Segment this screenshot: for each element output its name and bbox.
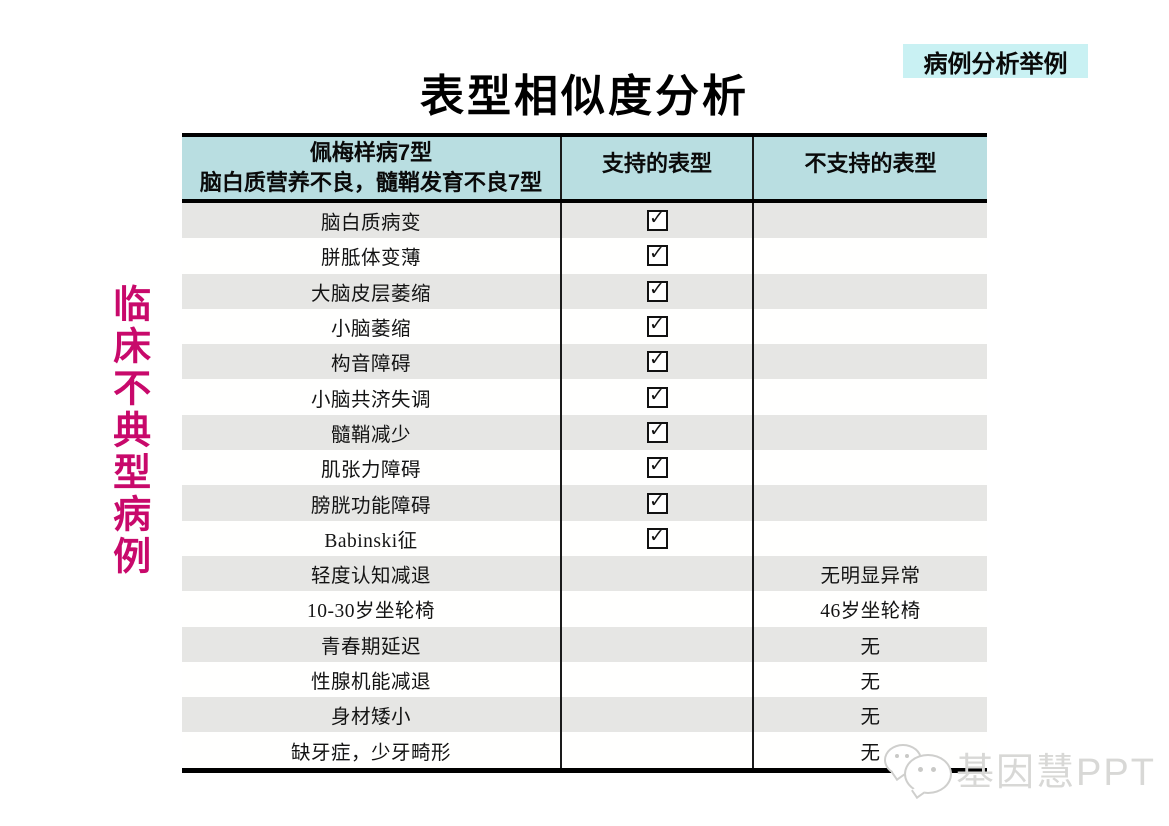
table-row: 10-30岁坐轮椅 46岁坐轮椅 — [182, 591, 987, 627]
supported-cell: ✓ — [560, 485, 752, 521]
checked-checkbox-icon: ✓ — [646, 243, 668, 267]
phenotype-cell: 身材矮小 — [330, 707, 411, 729]
phenotype-cell: 缺牙症，少牙畸形 — [290, 742, 451, 764]
unsupported-cell — [752, 450, 987, 486]
header-supported-cell: 支持的表型 — [560, 137, 752, 199]
checked-checkbox-icon: ✓ — [646, 279, 668, 302]
header-unsupported-cell: 不支持的表型 — [752, 137, 987, 199]
checked-checkbox-icon: ✓ — [646, 420, 668, 443]
phenotype-cell: 小脑萎缩 — [330, 319, 411, 341]
supported-cell: ✓ — [560, 273, 752, 309]
checked-checkbox-icon: ✓ — [646, 455, 668, 479]
checked-checkbox-icon: ✓ — [646, 314, 668, 338]
header-disease-line1: 佩梅样病7型 — [309, 140, 433, 165]
table-row: 脑白质病变 ✓ — [182, 203, 987, 239]
supported-cell — [560, 555, 752, 592]
supported-cell — [560, 697, 752, 733]
supported-cell: ✓ — [560, 308, 752, 345]
table-row: Babinski征 ✓ — [182, 520, 987, 556]
wechat-logo-icon — [878, 738, 956, 799]
supported-cell: ✓ — [560, 238, 752, 274]
table-row: 性腺机能减退 无 — [182, 661, 987, 698]
header-disease-cell: 佩梅样病7型 脑白质营养不良，髓鞘发育不良7型 — [182, 137, 560, 199]
supported-cell: ✓ — [560, 379, 752, 415]
supported-cell: ✓ — [560, 344, 752, 380]
checked-checkbox-icon: ✓ — [646, 491, 668, 514]
checked-checkbox-icon: ✓ — [646, 385, 668, 408]
table-body: 脑白质病变 ✓ 胼胝体变薄 ✓ 大脑皮层萎缩 ✓ 小脑萎缩 ✓ 构音障碍 ✓ 小脑共济失调 ✓ 髓鞘减少… — [182, 203, 987, 773]
checked-checkbox-icon: ✓ — [646, 208, 668, 232]
phenotype-cell: 大脑皮层萎缩 — [310, 283, 431, 305]
table-row: 膀胱功能障碍 ✓ — [182, 485, 987, 521]
unsupported-cell: 无 — [752, 626, 987, 662]
phenotype-cell: 胼胝体变薄 — [320, 248, 421, 270]
supported-cell: ✓ — [560, 203, 752, 239]
unsupported-cell — [752, 344, 987, 380]
supported-cell: ✓ — [560, 450, 752, 486]
unsupported-cell: 无明显异常 — [752, 555, 987, 592]
unsupported-cell: 46岁坐轮椅 — [752, 591, 987, 627]
phenotype-cell: 脑白质病变 — [320, 213, 421, 235]
table-row: 身材矮小 无 — [182, 697, 987, 733]
table-row: 小脑共济失调 ✓ — [182, 379, 987, 415]
unsupported-cell: 无 — [752, 732, 987, 768]
checked-checkbox-icon: ✓ — [646, 349, 668, 373]
phenotype-cell: Babinski征 — [324, 530, 418, 552]
table-row: 缺牙症，少牙畸形 无 — [182, 732, 987, 768]
supported-cell — [560, 591, 752, 627]
unsupported-cell: 无 — [752, 661, 987, 698]
table-row: 大脑皮层萎缩 ✓ — [182, 273, 987, 309]
table-row: 青春期延迟 无 — [182, 626, 987, 662]
supported-cell — [560, 732, 752, 768]
supported-cell — [560, 626, 752, 662]
table-row: 轻度认知减退 无明显异常 — [182, 555, 987, 592]
supported-cell — [560, 661, 752, 698]
phenotype-cell: 性腺机能减退 — [310, 672, 431, 693]
phenotype-cell: 肌张力障碍 — [320, 460, 421, 482]
page-title: 表型相似度分析 — [420, 72, 749, 121]
header-disease-line2: 脑白质营养不良，髓鞘发育不良7型 — [199, 170, 543, 195]
phenotype-cell: 构音障碍 — [330, 354, 411, 376]
table-header-row: 佩梅样病7型 脑白质营养不良，髓鞘发育不良7型 支持的表型 不支持的表型 — [182, 133, 987, 203]
corner-badge: 病例分析举例 — [903, 44, 1088, 78]
watermark-text: 基因慧PPT — [956, 751, 1156, 794]
phenotype-cell: 轻度认知减退 — [310, 566, 431, 588]
supported-cell: ✓ — [560, 520, 752, 556]
table-row: 髓鞘减少 ✓ — [182, 414, 987, 451]
unsupported-cell — [752, 203, 987, 239]
unsupported-cell — [752, 238, 987, 274]
table-row: 构音障碍 ✓ — [182, 344, 987, 380]
table-row: 肌张力障碍 ✓ — [182, 450, 987, 486]
unsupported-cell: 无 — [752, 697, 987, 733]
table-row: 胼胝体变薄 ✓ — [182, 238, 987, 274]
unsupported-cell — [752, 308, 987, 345]
phenotype-cell: 膀胱功能障碍 — [310, 495, 431, 517]
side-vertical-label: 临床不典型病例 — [106, 284, 149, 578]
unsupported-cell — [752, 273, 987, 309]
unsupported-cell — [752, 485, 987, 521]
phenotype-cell: 青春期延迟 — [320, 636, 421, 658]
unsupported-cell — [752, 520, 987, 556]
unsupported-cell — [752, 379, 987, 415]
phenotype-similarity-table: 佩梅样病7型 脑白质营养不良，髓鞘发育不良7型 支持的表型 不支持的表型 脑白质… — [182, 133, 987, 773]
supported-cell: ✓ — [560, 414, 752, 451]
watermark: 基因慧PPT — [878, 736, 1156, 800]
checked-checkbox-icon: ✓ — [646, 526, 668, 549]
phenotype-cell: 小脑共济失调 — [310, 389, 431, 411]
unsupported-cell — [752, 414, 987, 451]
table-row: 小脑萎缩 ✓ — [182, 308, 987, 345]
phenotype-cell: 10-30岁坐轮椅 — [307, 601, 435, 623]
phenotype-cell: 髓鞘减少 — [330, 424, 411, 446]
